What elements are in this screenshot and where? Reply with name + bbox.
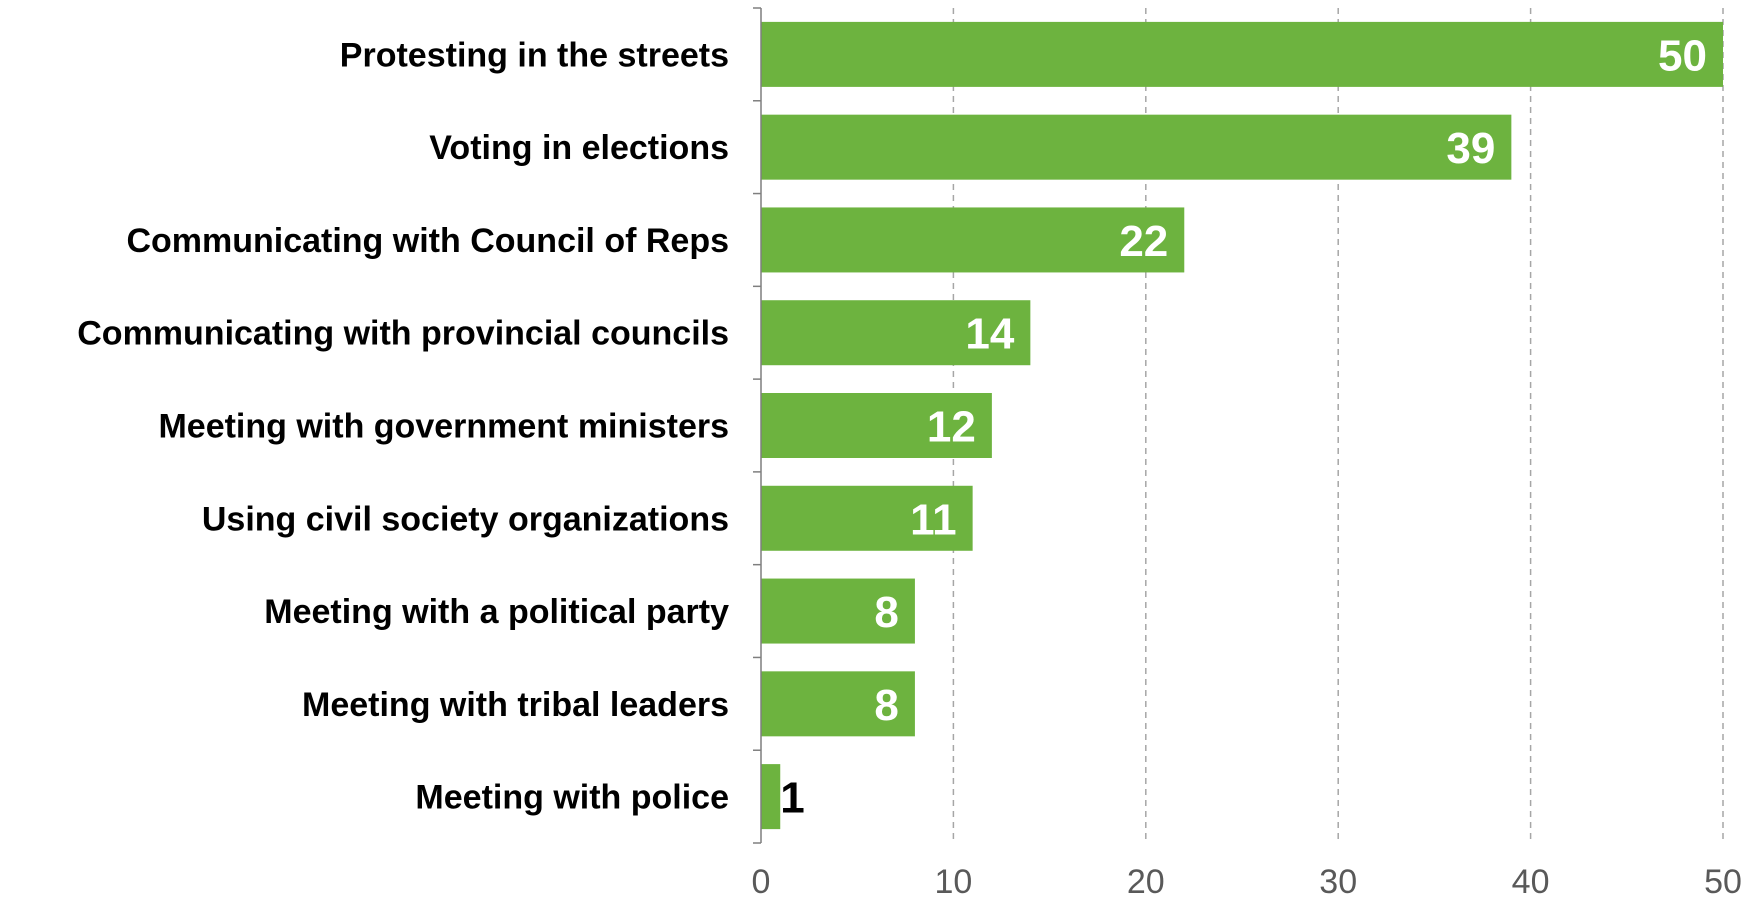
category-label: Using civil society organizations — [202, 500, 729, 538]
x-tick-label: 10 — [934, 863, 972, 901]
x-tick-labels: 0 10 20 30 40 50 — [752, 863, 1742, 901]
bars — [761, 21, 1723, 830]
y-axis — [753, 7, 762, 844]
data-label: 22 — [1119, 217, 1168, 266]
data-label: 1 — [780, 774, 804, 823]
bar — [761, 485, 973, 551]
category-label: Communicating with Council of Reps — [126, 222, 729, 260]
data-label: 14 — [965, 310, 1014, 359]
x-tick-label: 30 — [1319, 863, 1357, 901]
x-tick-label: 20 — [1127, 863, 1165, 901]
bar — [761, 114, 1512, 180]
data-label: 39 — [1446, 124, 1495, 173]
x-tick-label: 0 — [752, 863, 771, 901]
data-label: 8 — [874, 588, 898, 637]
bar — [761, 21, 1723, 87]
bar — [761, 393, 992, 458]
x-tick-label: 40 — [1512, 863, 1550, 901]
category-label: Voting in elections — [429, 129, 729, 167]
category-label: Meeting with government ministers — [158, 408, 729, 446]
category-label: Meeting with tribal leaders — [302, 686, 729, 724]
category-label: Protesting in the streets — [340, 36, 729, 74]
bar — [761, 207, 1185, 273]
bar — [761, 764, 781, 830]
category-labels: Protesting in the streets Voting in elect… — [77, 36, 729, 816]
data-label: 8 — [874, 681, 898, 730]
data-label: 50 — [1658, 31, 1707, 80]
category-label: Communicating with provincial councils — [77, 315, 729, 353]
category-label: Meeting with police — [415, 779, 729, 817]
data-label: 12 — [927, 403, 976, 452]
bar — [761, 671, 915, 737]
bar — [761, 578, 915, 644]
gridlines — [952, 8, 1724, 843]
category-label: Meeting with a political party — [264, 593, 729, 631]
bar — [761, 300, 1031, 366]
x-tick-label: 50 — [1704, 863, 1742, 901]
data-label: 11 — [910, 495, 957, 544]
